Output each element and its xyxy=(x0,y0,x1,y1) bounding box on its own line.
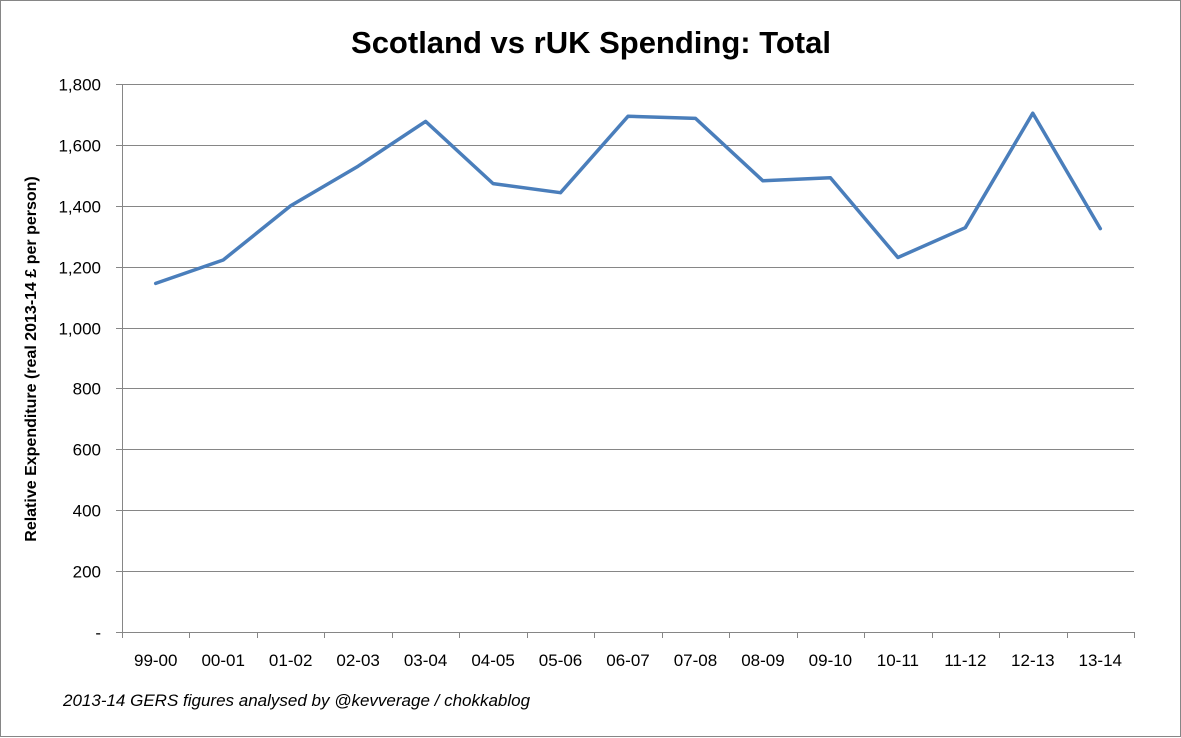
axes xyxy=(116,84,1135,638)
x-tick-label: 13-14 xyxy=(1079,651,1122,670)
x-tick-label: 08-09 xyxy=(741,651,784,670)
source-annotation: 2013-14 GERS figures analysed by @kevver… xyxy=(62,691,531,710)
y-tick-label: 600 xyxy=(73,441,101,460)
y-tick-label: 400 xyxy=(73,502,101,521)
y-tick-label: 200 xyxy=(73,563,101,582)
x-tick-label: 07-08 xyxy=(674,651,717,670)
x-tick-label: 99-00 xyxy=(134,651,177,670)
y-tick-label: 1,600 xyxy=(58,137,101,156)
x-tick-label: 01-02 xyxy=(269,651,312,670)
x-tick-label: 09-10 xyxy=(809,651,852,670)
x-tick-label: 06-07 xyxy=(606,651,649,670)
gridlines xyxy=(122,84,1134,572)
y-tick-label: 1,800 xyxy=(58,76,101,95)
x-tick-label: 05-06 xyxy=(539,651,582,670)
x-tick-labels: 99-00 00-01 01-02 02-03 03-04 04-05 05-06 06-07… xyxy=(134,651,1122,670)
y-tick-label: 1,000 xyxy=(58,320,101,339)
x-tick-label: 04-05 xyxy=(471,651,514,670)
y-tick-label: 1,400 xyxy=(58,198,101,217)
x-tick-label: 12-13 xyxy=(1011,651,1054,670)
x-tick-label: 02-03 xyxy=(336,651,379,670)
y-tick-label: - xyxy=(95,624,101,643)
x-tick-label: 03-04 xyxy=(404,651,447,670)
y-tick-labels: - 200 400 600 800 1,000 1,200 1,400 1,600 1,800 xyxy=(58,76,101,643)
y-tick-label: 800 xyxy=(73,380,101,399)
x-tick-label: 10-11 xyxy=(877,651,919,670)
x-tick-label: 00-01 xyxy=(201,651,244,670)
series-line xyxy=(153,111,1103,286)
chart-title: Scotland vs rUK Spending: Total xyxy=(351,25,831,60)
x-tick-label: 11-12 xyxy=(944,651,986,670)
y-tick-label: 1,200 xyxy=(58,259,101,278)
series-layer xyxy=(153,111,1103,286)
y-axis-label: Relative Expenditure (real 2013-14 £ per… xyxy=(23,176,40,541)
